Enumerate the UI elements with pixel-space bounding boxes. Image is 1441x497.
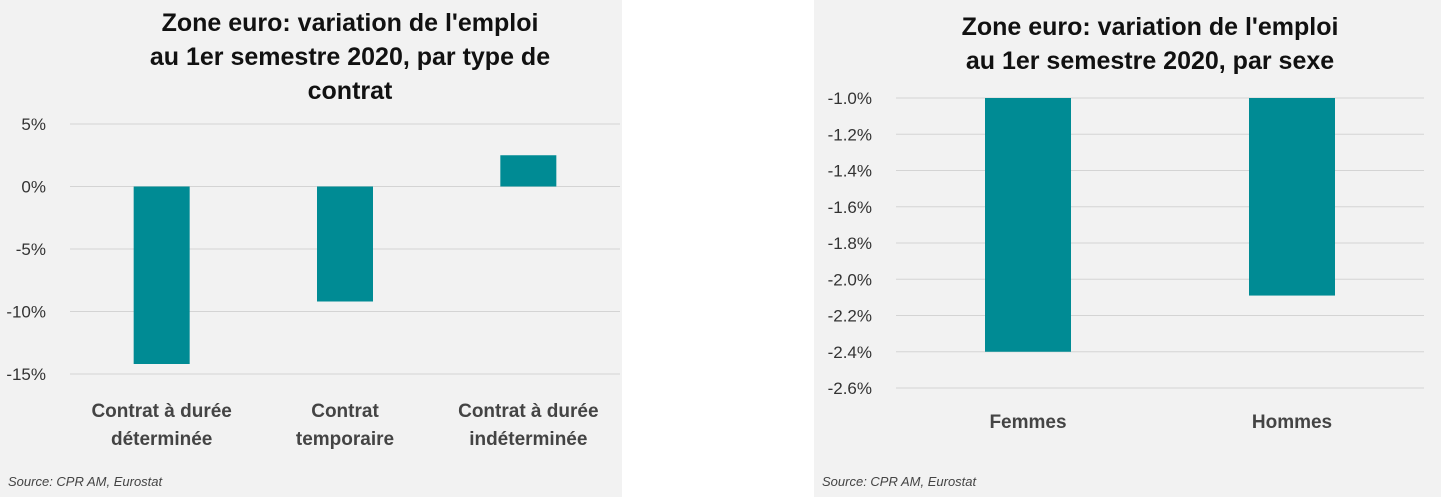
x-category-label: déterminée (111, 429, 212, 450)
bar (317, 186, 373, 302)
x-category-label: Hommes (1252, 412, 1332, 433)
bar (985, 98, 1071, 352)
y-tick-label: -1.6% (828, 198, 872, 217)
chart-panel-contract-type: Zone euro: variation de l'emploi au 1er s… (0, 0, 622, 497)
y-tick-label: -15% (6, 365, 46, 384)
chart-title-line: au 1er semestre 2020, par type de (150, 43, 550, 71)
y-tick-label: 5% (21, 115, 46, 134)
bar (133, 186, 190, 364)
bar (1249, 98, 1335, 296)
y-tick-label: -2.2% (828, 307, 872, 326)
x-category-label: Contrat à durée (91, 401, 231, 422)
bar (500, 155, 557, 187)
y-tick-label: -1.4% (828, 162, 872, 181)
y-tick-label: -10% (6, 303, 46, 322)
chart-contract-type: Zone euro: variation de l'emploi au 1er s… (6, 9, 620, 450)
x-category-label: Contrat à durée (458, 401, 598, 422)
y-tick-label: -1.8% (828, 234, 872, 253)
y-tick-label: -2.4% (828, 343, 872, 362)
x-category-label: Contrat (311, 401, 379, 422)
chart-sex: Zone euro: variation de l'emploi au 1er s… (828, 13, 1424, 433)
y-tick-label: -5% (16, 240, 46, 259)
x-category-label: temporaire (296, 429, 394, 450)
y-tick-label: -1.0% (828, 89, 872, 108)
y-tick-label: -2.0% (828, 270, 872, 289)
y-tick-label: -1.2% (828, 125, 872, 144)
y-tick-label: 0% (21, 178, 46, 197)
y-tick-label: -2.6% (828, 379, 872, 398)
chart-title-line: Zone euro: variation de l'emploi (162, 9, 539, 37)
chart-title-line: contrat (308, 77, 393, 105)
x-category-label: Femmes (989, 412, 1066, 433)
chart-title-line: Zone euro: variation de l'emploi (962, 13, 1339, 41)
x-category-label: indéterminée (469, 429, 587, 450)
chart-panel-sex: Zone euro: variation de l'emploi au 1er s… (814, 0, 1441, 497)
chart-source: Source: CPR AM, Eurostat (8, 474, 163, 489)
chart-source: Source: CPR AM, Eurostat (822, 474, 977, 489)
chart-title-line: au 1er semestre 2020, par sexe (966, 47, 1334, 75)
